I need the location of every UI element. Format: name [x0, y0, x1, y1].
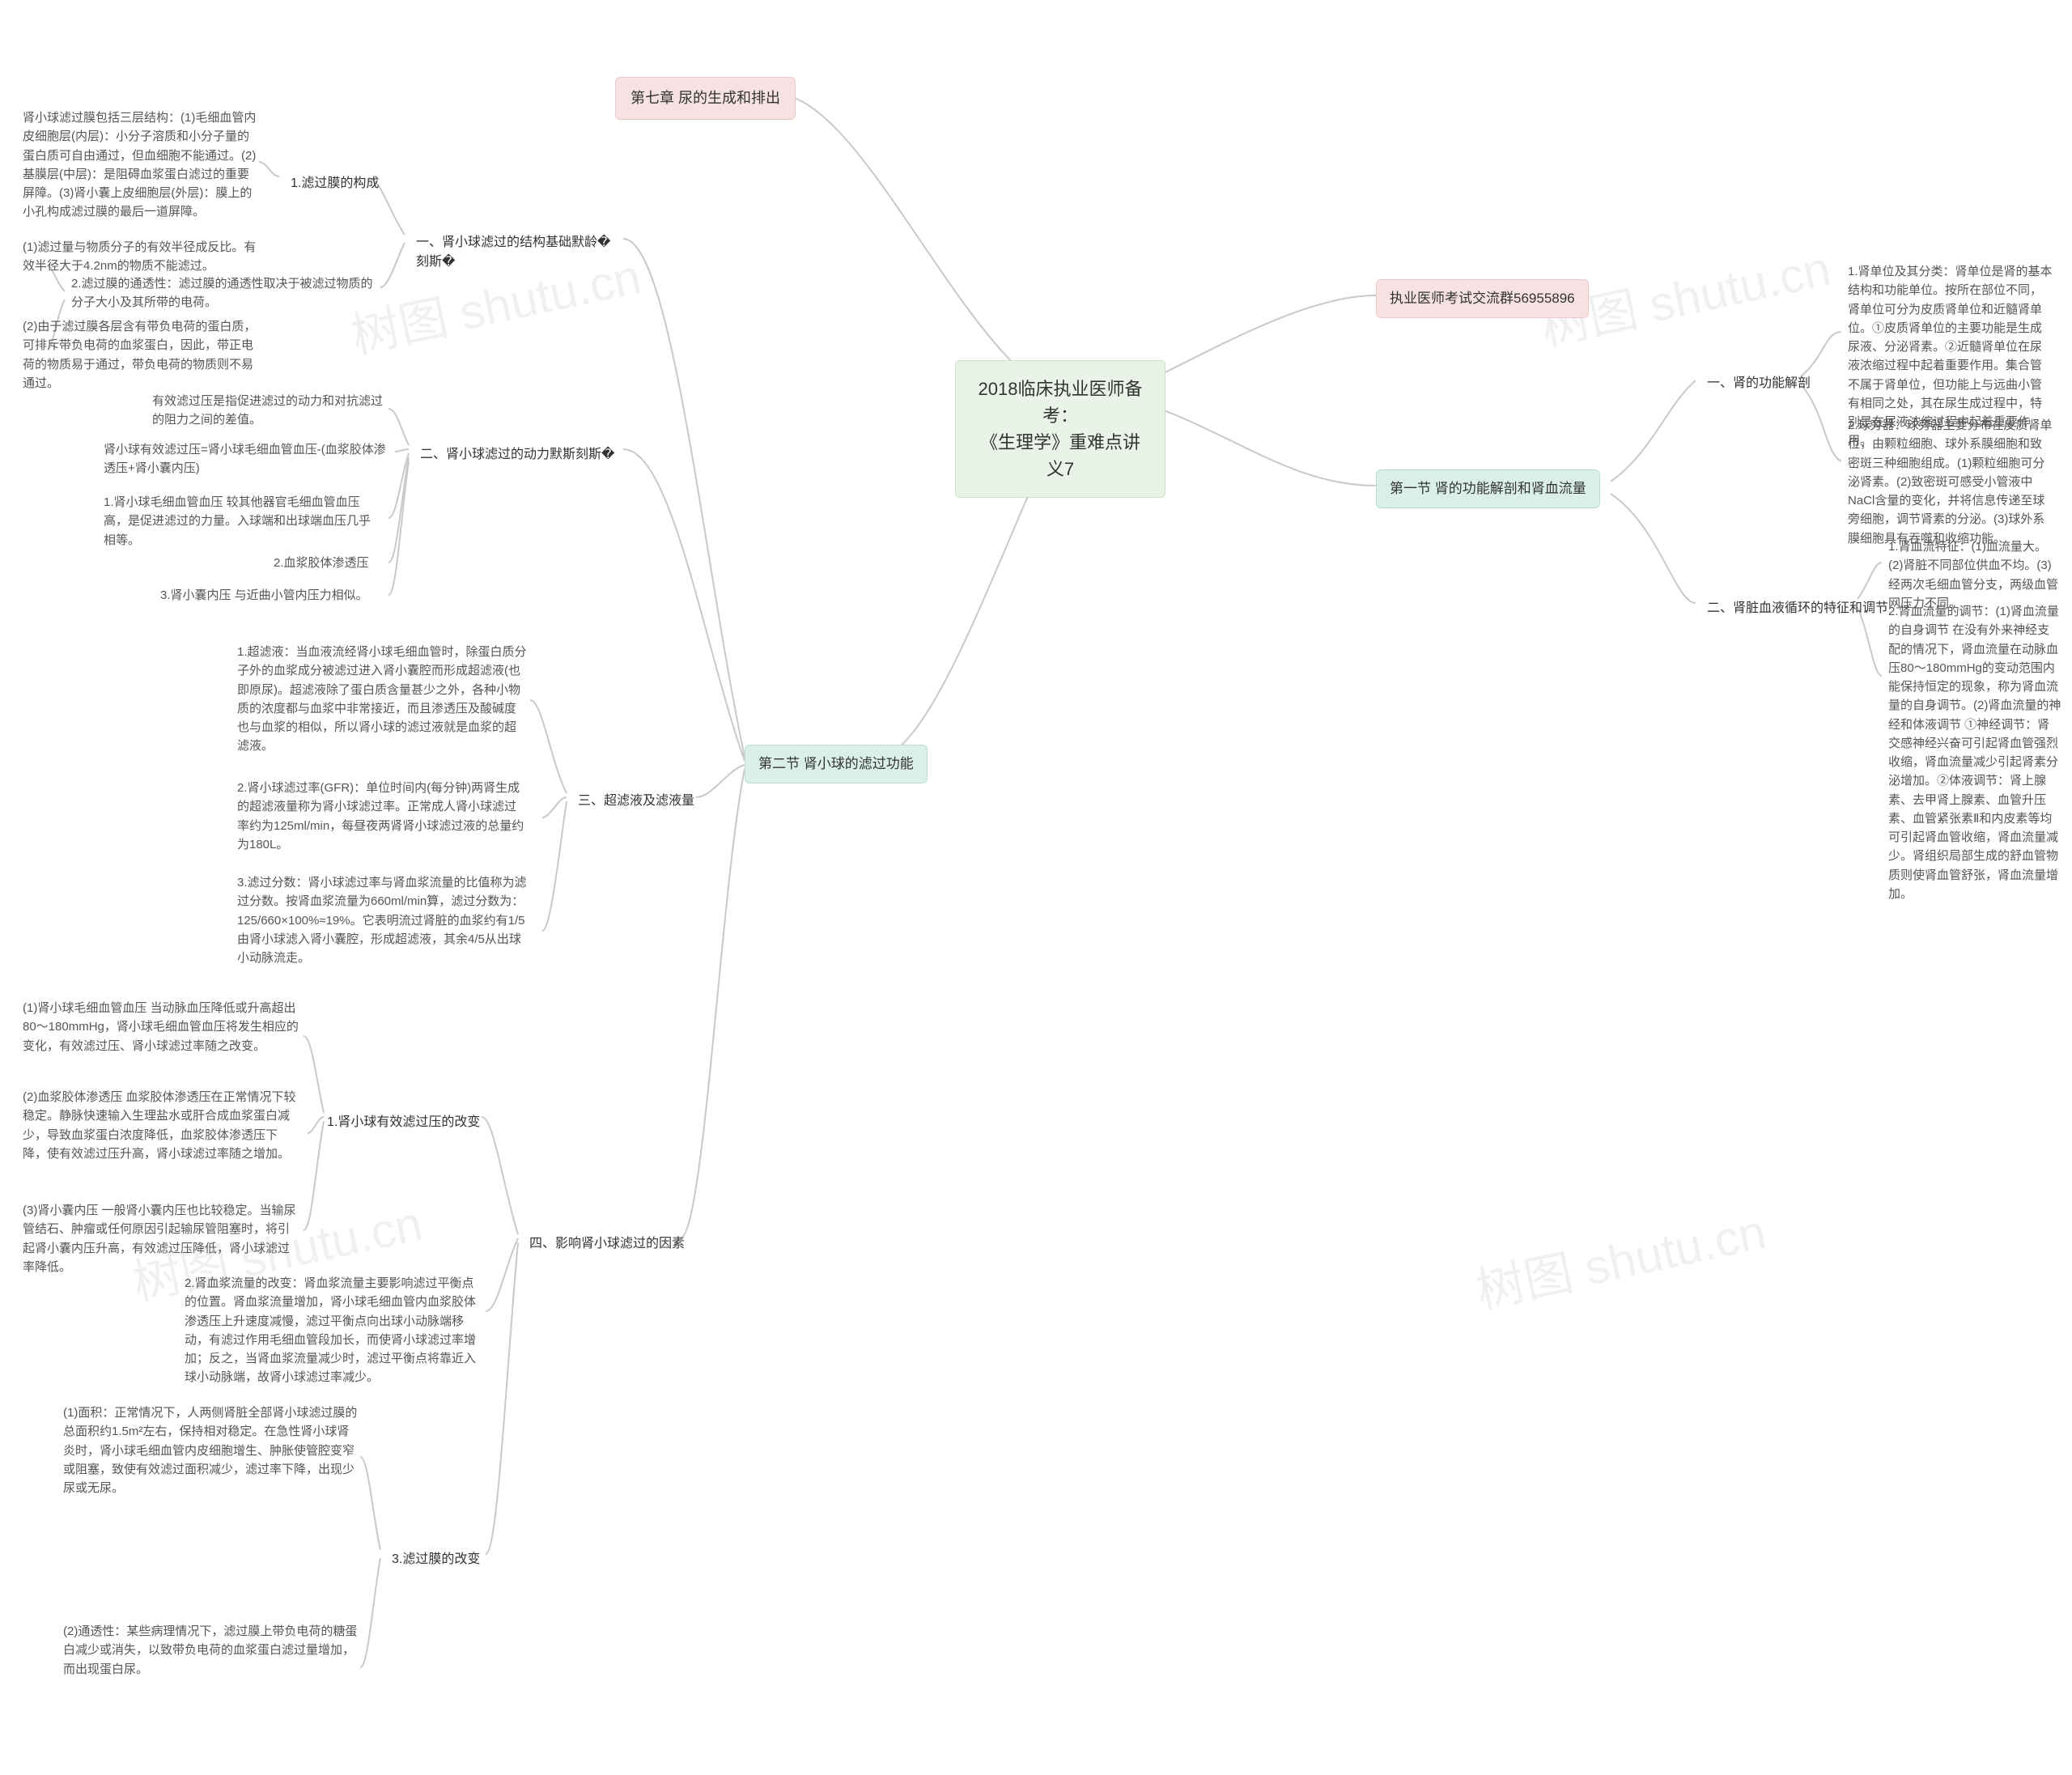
root-line2: 《生理学》重难点讲义7 [974, 429, 1147, 482]
chapter-7: 第七章 尿的生成和排出 [615, 77, 796, 120]
s2-b-formula: 肾小球有效滤过压=肾小球毛细血管血压-(血浆胶体渗透压+肾小囊内压) [97, 437, 397, 482]
s1-flow-title: 二、肾脏血液循环的特征和调节 [1696, 591, 1900, 626]
root-line1: 2018临床执业医师备考： [974, 376, 1147, 429]
s2-b-p1: 1.肾小球毛细血管血压 较其他器官毛细血管血压高，是促进滤过的力量。入球端和出球… [97, 490, 388, 553]
s2-b-p2: 2.血浆胶体渗透压 [267, 550, 376, 575]
s2-b-p3: 3.肾小囊内压 与近曲小管内压力相似。 [154, 583, 397, 608]
s2-b-intro: 有效滤过压是指促进滤过的动力和对抗滤过的阻力之间的差值。 [146, 389, 393, 433]
s2-a-title: 一、肾小球滤过的结构基础默龄�刻斯� [405, 225, 631, 280]
s2-d-p3-t2: (2)通透性：某些病理情况下，滤过膜上带负电荷的糖蛋白减少或消失，以致带负电荷的… [57, 1619, 364, 1682]
s2-d-p1-t1: (1)肾小球毛细血管血压 当动脉血压降低或升高超出80～180mmHg，肾小球毛… [16, 996, 308, 1059]
s2-a-p1-title: 1.滤过膜的构成 [279, 166, 390, 202]
section-1: 第一节 肾的功能解剖和肾血流量 [1376, 469, 1600, 508]
s2-d-title: 四、影响肾小球滤过的因素 [518, 1226, 696, 1262]
s2-d-p2: 2.肾血浆流量的改变：肾血浆流量主要影响滤过平衡点的位置。肾血浆流量增加，肾小球… [178, 1271, 490, 1391]
s2-c-title: 三、超滤液及滤液量 [567, 783, 706, 819]
exam-group: 执业医师考试交流群56955896 [1376, 279, 1589, 318]
watermark: 树图 shutu.cn [1469, 1192, 1772, 1323]
s2-a-p2-t2: (2)由于滤过膜各层含有带负电荷的蛋白质，可排斥带负电荷的血浆蛋白，因此，带正电… [16, 314, 267, 396]
s2-d-p1-title: 1.肾小球有效滤过压的改变 [316, 1105, 491, 1140]
s2-b-title: 二、肾小球滤过的动力默斯刻斯� [409, 437, 635, 473]
s2-a-p1-text: 肾小球滤过膜包括三层结构：(1)毛细血管内皮细胞层(内层)：小分子溶质和小分子量… [16, 105, 267, 225]
s2-d-p1-t3: (3)肾小囊内压 一般肾小囊内压也比较稳定。当输尿管结石、肿瘤或任何原因引起输尿… [16, 1198, 308, 1280]
s1-anatomy-p2: 2.球旁器：球旁器主要分布在皮质肾单位，由颗粒细胞、球外系膜细胞和致密斑三种细胞… [1841, 413, 2060, 551]
s2-a-p2-t1: (1)滤过量与物质分子的有效半径成反比。有效半径大于4.2nm的物质不能滤过。 [16, 235, 267, 279]
root-node: 2018临床执业医师备考： 《生理学》重难点讲义7 [955, 360, 1166, 498]
s1-flow-p2: 2.肾血流量的调节：(1)肾血流量的自身调节 在没有外来神经支配的情况下，肾血流… [1882, 599, 2068, 907]
s2-c-p2: 2.肾小球滤过率(GFR)：单位时间内(每分钟)两肾生成的超滤液量称为肾小球滤过… [231, 775, 534, 857]
s2-c-p1: 1.超滤液：当血液流经肾小球毛细血管时，除蛋白质分子外的血浆成分被滤过进入肾小囊… [231, 639, 534, 759]
s2-c-p3: 3.滤过分数：肾小球滤过率与肾血浆流量的比值称为滤过分数。按肾血浆流量为660m… [231, 870, 534, 970]
s1-anatomy-title: 一、肾的功能解剖 [1696, 366, 1822, 401]
s2-d-p1-t2: (2)血浆胶体渗透压 血浆胶体渗透压在正常情况下较稳定。静脉快速输入生理盐水或肝… [16, 1085, 308, 1166]
section-2: 第二节 肾小球的滤过功能 [745, 745, 928, 783]
s2-d-p3-t1: (1)面积：正常情况下，人两侧肾脏全部肾小球滤过膜的总面积约1.5m²左右，保持… [57, 1400, 364, 1501]
s2-d-p3-title: 3.滤过膜的改变 [380, 1542, 491, 1578]
